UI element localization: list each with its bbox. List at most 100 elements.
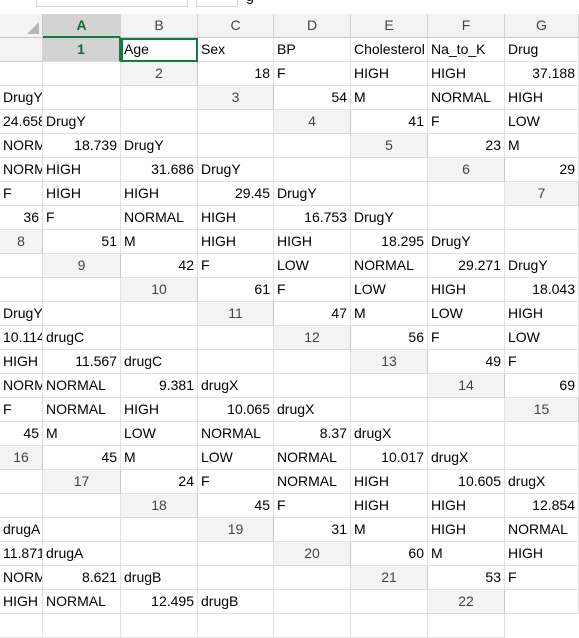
cell-overflow-12[interactable] [274,350,351,374]
cell-b9[interactable]: F [198,254,274,278]
cell-c22[interactable] [43,614,121,638]
cell-c3[interactable]: NORMAL [428,86,505,110]
name-box[interactable] [36,0,188,7]
cell-e14[interactable]: 10.065 [198,398,274,422]
row-header-20[interactable]: 20 [274,542,351,566]
cell-a17[interactable]: 24 [121,470,198,494]
cell-d1[interactable]: Cholesterol [351,38,428,62]
cell-overflow-14[interactable] [428,398,505,422]
cell-c2[interactable]: HIGH [351,62,428,86]
cell-a3[interactable]: 54 [274,86,351,110]
row-header-15[interactable]: 15 [505,398,579,422]
cell-f11[interactable]: drugC [43,326,121,350]
cell-f9[interactable]: DrugY [505,254,579,278]
cell-a1[interactable]: Age [121,38,198,62]
cell-g9[interactable] [0,278,43,302]
column-header-e[interactable]: E [351,14,428,38]
cell-c1[interactable]: BP [274,38,351,62]
cell-c8[interactable]: HIGH [198,230,274,254]
cell-overflow-3[interactable] [198,110,274,134]
cell-f10[interactable]: DrugY [0,302,43,326]
cell-d18[interactable]: HIGH [428,494,505,518]
cell-c15[interactable]: LOW [121,422,198,446]
cell-b18[interactable]: F [274,494,351,518]
cell-b5[interactable]: M [505,134,579,158]
cell-f21[interactable]: drugB [198,590,274,614]
column-header-f[interactable]: F [428,14,505,38]
cell-b2[interactable]: F [274,62,351,86]
cell-b3[interactable]: M [351,86,428,110]
cell-overflow-21[interactable] [351,590,428,614]
cell-c14[interactable]: NORMAL [43,398,121,422]
row-header-10[interactable]: 10 [121,278,198,302]
cell-a5[interactable]: 23 [428,134,505,158]
cell-c12[interactable]: LOW [505,326,579,350]
cell-b14[interactable]: F [0,398,43,422]
cell-overflow-22[interactable] [428,614,505,638]
cell-a21[interactable]: 53 [428,566,505,590]
cell-d10[interactable]: HIGH [428,278,505,302]
cell-overflow-16[interactable] [0,470,43,494]
cell-a10[interactable]: 61 [198,278,274,302]
cell-c20[interactable]: HIGH [505,542,579,566]
cell-overflow-4[interactable] [274,134,351,158]
cell-d5[interactable]: HIGH [43,158,121,182]
cell-overflow-17[interactable] [43,494,121,518]
cell-g18[interactable] [43,518,121,542]
row-header-8[interactable]: 8 [0,230,43,254]
cell-e9[interactable]: 29.271 [428,254,505,278]
cell-b11[interactable]: M [351,302,428,326]
row-header-21[interactable]: 21 [351,566,428,590]
cell-a2[interactable]: 18 [198,62,274,86]
cell-e18[interactable]: 12.854 [505,494,579,518]
column-header-g[interactable]: G [505,14,579,38]
cell-e19[interactable]: 11.871 [0,542,43,566]
cell-g10[interactable] [43,302,121,326]
cell-e3[interactable]: 24.658 [0,110,43,134]
cell-f20[interactable]: drugB [121,566,198,590]
cell-c19[interactable]: HIGH [428,518,505,542]
cell-e7[interactable]: 16.753 [274,206,351,230]
cell-d16[interactable]: NORMAL [274,446,351,470]
cell-g13[interactable] [274,374,351,398]
cell-f18[interactable]: drugA [0,518,43,542]
cell-e21[interactable]: 12.495 [121,590,198,614]
cell-d20[interactable]: NORMAL [0,566,43,590]
row-header-7[interactable]: 7 [505,182,579,206]
cell-g17[interactable] [0,494,43,518]
cell-d4[interactable]: NORMAL [0,134,43,158]
column-header-b[interactable]: B [121,14,198,38]
cell-a16[interactable]: 45 [43,446,121,470]
cell-a4[interactable]: 41 [351,110,428,134]
cell-f6[interactable]: DrugY [274,182,351,206]
cell-f5[interactable]: DrugY [198,158,274,182]
cell-a7[interactable]: 36 [0,206,43,230]
cell-e10[interactable]: 18.043 [505,278,579,302]
cell-d12[interactable]: HIGH [0,350,43,374]
cell-overflow-10[interactable] [121,302,198,326]
spreadsheet-grid[interactable]: A B C D E F G 1 Age Sex BP Cholesterol Na_to_K Drug 2 1… [0,14,579,638]
row-header-13[interactable]: 13 [351,350,428,374]
cell-b15[interactable]: M [43,422,121,446]
cell-d14[interactable]: HIGH [121,398,198,422]
row-header-1[interactable]: 1 [43,38,121,62]
cell-d6[interactable]: HIGH [121,182,198,206]
cell-a13[interactable]: 49 [428,350,505,374]
row-header-2[interactable]: 2 [121,62,198,86]
cell-d22[interactable] [121,614,198,638]
cell-b10[interactable]: F [274,278,351,302]
cell-f3[interactable]: DrugY [43,110,121,134]
cell-a11[interactable]: 47 [274,302,351,326]
cell-e12[interactable]: 11.567 [43,350,121,374]
row-header-16[interactable]: 16 [0,446,43,470]
formula-bar-controls[interactable] [196,0,238,7]
cell-c13[interactable]: NORMAL [0,374,43,398]
cell-overflow-5[interactable] [351,158,428,182]
cell-d19[interactable]: NORMAL [505,518,579,542]
cell-d3[interactable]: HIGH [505,86,579,110]
cell-a6[interactable]: 29 [505,158,579,182]
cell-c21[interactable]: HIGH [0,590,43,614]
cell-e8[interactable]: 18.295 [351,230,428,254]
formula-bar-text[interactable]: g [246,0,254,4]
row-header-18[interactable]: 18 [121,494,198,518]
